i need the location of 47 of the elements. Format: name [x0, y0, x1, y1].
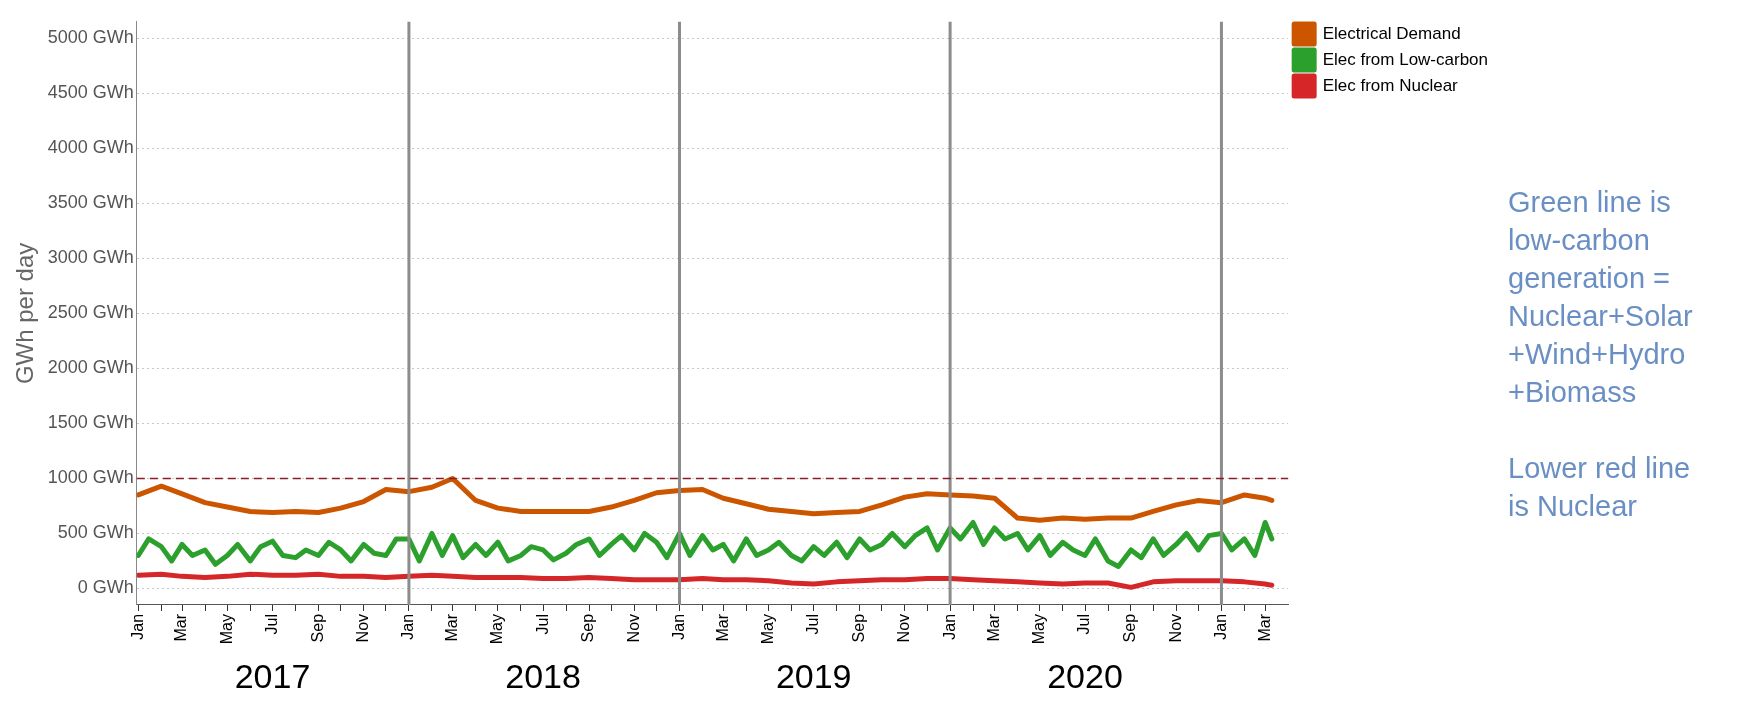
y-tick-label: 0 GWh [77, 577, 134, 598]
y-tick-label: 2500 GWh [47, 302, 134, 323]
legend-label: Elec from Low-carbon [1322, 49, 1488, 69]
x-tick-label: Mar [713, 613, 731, 642]
x-tick-label: Mar [172, 613, 190, 642]
y-axis-title: GWh per day [11, 242, 39, 385]
x-tick-label: Sep [850, 613, 868, 643]
x-tick-label: May [217, 613, 235, 645]
x-tick-label: Sep [1121, 613, 1139, 643]
y-tick-label: 4500 GWh [47, 82, 134, 103]
y-tick-label: 1500 GWh [47, 412, 134, 433]
x-tick-label: Jul [533, 613, 551, 635]
x-tick-label: Mar [443, 613, 461, 642]
y-tick-label: 4000 GWh [47, 137, 134, 158]
x-tick-label: Mar [1255, 613, 1273, 642]
x-tick-label: May [1030, 613, 1048, 645]
x-tick-label: Sep [579, 613, 597, 643]
x-tick-label: Sep [308, 613, 326, 643]
x-tick-label: Jan [669, 613, 687, 640]
x-tick-label: Nov [895, 613, 913, 643]
x-tick-label: Jan [128, 613, 146, 640]
x-tick-label: Nov [1166, 613, 1184, 643]
x-tick-label: Jul [1075, 613, 1093, 635]
y-tick-label: 2000 GWh [47, 357, 134, 378]
x-tick-label: Jan [1211, 613, 1229, 640]
legend-label: Elec from Nuclear [1322, 75, 1459, 95]
x-tick-label: Mar [984, 613, 1002, 642]
x-tick-label: Nov [354, 613, 372, 643]
x-tick-label: May [488, 613, 506, 645]
x-tick-label: Nov [624, 613, 642, 643]
text: Green line is low-carbon generation = Nuclear+Solar +Wind+Hydro +Biomass [1508, 185, 1694, 410]
y-tick-label: 3000 GWh [47, 247, 134, 268]
text: Lower red line is Nuclear [1508, 451, 1692, 524]
x-tick-label: Jul [804, 613, 822, 635]
x-tick-label: May [758, 613, 776, 645]
x2-tick-label: 2018 [505, 656, 581, 695]
y-tick-label: 500 GWh [57, 522, 134, 543]
x2-tick-label: 2019 [775, 656, 852, 695]
legend-label: Electrical Demand [1322, 23, 1461, 43]
y-tick-label: 1000 GWh [47, 467, 134, 488]
x2-tick-label: 2020 [1047, 656, 1123, 695]
x-tick-label: Jul [262, 613, 280, 635]
y-tick-label: 3500 GWh [47, 192, 134, 213]
x-tick-label: Jan [940, 613, 958, 640]
x2-tick-label: 2017 [234, 656, 311, 695]
x-tick-label: Jan [399, 613, 417, 640]
y-tick-label: 5000 GWh [47, 27, 134, 48]
